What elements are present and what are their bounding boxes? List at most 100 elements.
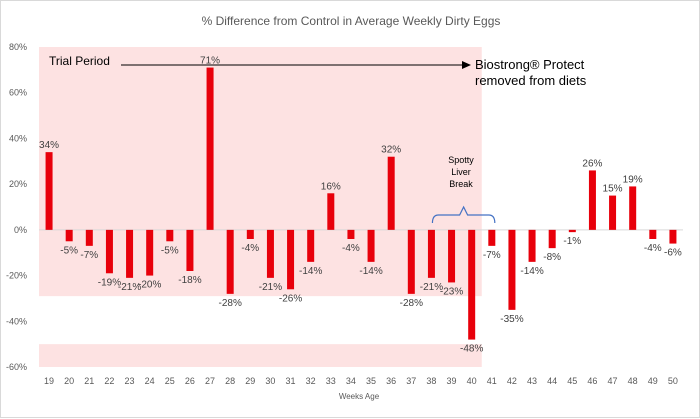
bar-week-50 bbox=[669, 229, 677, 244]
data-label-week-43: -14% bbox=[520, 266, 543, 277]
data-label-week-21: -7% bbox=[80, 250, 98, 261]
bar-week-19 bbox=[45, 152, 53, 230]
x-tick-label: 28 bbox=[225, 376, 235, 386]
bar-week-33 bbox=[327, 193, 335, 230]
y-tick-label: 60% bbox=[9, 88, 27, 98]
data-label-week-25: -5% bbox=[161, 245, 179, 256]
data-label-week-49: -4% bbox=[644, 243, 662, 254]
trial-period-shade-lower bbox=[39, 344, 482, 367]
x-tick-label: 38 bbox=[426, 376, 436, 386]
x-tick-label: 25 bbox=[165, 376, 175, 386]
removed-label-line2: removed from diets bbox=[475, 73, 587, 88]
x-tick-label: 48 bbox=[628, 376, 638, 386]
x-tick-label: 19 bbox=[44, 376, 54, 386]
x-tick-label: 34 bbox=[346, 376, 356, 386]
y-tick-label: 40% bbox=[9, 133, 27, 143]
x-tick-label: 33 bbox=[326, 376, 336, 386]
bar-week-22 bbox=[105, 229, 113, 274]
x-axis-title: Weeks Age bbox=[339, 392, 380, 401]
bar-week-25 bbox=[166, 229, 174, 242]
x-tick-label: 40 bbox=[467, 376, 477, 386]
bar-week-28 bbox=[226, 229, 234, 294]
data-labels: 34%-5% -7%-19%-21%-20%-5%-18%71%-28%-4%-2… bbox=[39, 56, 682, 355]
data-label-week-50: -6% bbox=[664, 248, 682, 259]
bar-week-26 bbox=[186, 229, 194, 271]
bar-week-24 bbox=[146, 229, 154, 276]
bar-week-23 bbox=[126, 229, 134, 278]
data-label-week-30: -21% bbox=[259, 282, 282, 293]
data-label-week-40: -48% bbox=[460, 344, 483, 355]
x-tick-label: 47 bbox=[608, 376, 618, 386]
trial-period-label: Trial Period bbox=[49, 54, 110, 68]
data-label-week-19: 34% bbox=[39, 140, 59, 151]
y-tick-label: 20% bbox=[9, 179, 27, 189]
bar-week-29 bbox=[246, 229, 254, 239]
x-axis-ticks: 19 20 21 22 23 24 25 26 27 28 29 30 31 32 33 34 35 36 37 38… bbox=[44, 376, 678, 386]
bar-week-31 bbox=[287, 229, 295, 290]
bar-week-49 bbox=[649, 229, 657, 239]
data-label-week-32: -14% bbox=[299, 266, 322, 277]
x-tick-label: 32 bbox=[306, 376, 316, 386]
data-label-week-41: -7% bbox=[483, 250, 501, 261]
bar-week-27 bbox=[206, 67, 214, 230]
x-tick-label: 45 bbox=[567, 376, 577, 386]
bar-week-47 bbox=[609, 195, 617, 230]
x-tick-label: 26 bbox=[185, 376, 195, 386]
break-label-line2: Liver bbox=[451, 167, 471, 177]
bar-week-20 bbox=[65, 229, 73, 242]
y-tick-label: -20% bbox=[6, 271, 27, 281]
trial-period-shade-upper bbox=[39, 47, 482, 297]
y-tick-label: -60% bbox=[6, 362, 27, 372]
break-label-line1: Spotty bbox=[448, 155, 474, 165]
x-tick-label: 49 bbox=[648, 376, 658, 386]
data-label-week-20: -5% bbox=[60, 245, 78, 256]
data-label-week-24: -20% bbox=[138, 280, 161, 291]
x-tick-label: 39 bbox=[447, 376, 457, 386]
data-label-week-34: -4% bbox=[342, 243, 360, 254]
data-label-week-29: -4% bbox=[241, 243, 259, 254]
bar-week-40 bbox=[468, 229, 476, 340]
bar-week-21 bbox=[85, 229, 93, 246]
data-label-week-22: -19% bbox=[98, 277, 121, 288]
bar-week-34 bbox=[347, 229, 355, 239]
bar-week-44 bbox=[548, 229, 556, 249]
bar-week-46 bbox=[588, 170, 596, 230]
data-label-week-48: 19% bbox=[623, 174, 643, 185]
x-tick-label: 31 bbox=[286, 376, 296, 386]
removed-label-line1: Biostrong® Protect bbox=[475, 57, 585, 72]
data-label-week-42: -35% bbox=[500, 314, 523, 325]
x-tick-label: 35 bbox=[366, 376, 376, 386]
bar-week-30 bbox=[266, 229, 274, 278]
x-tick-label: 41 bbox=[487, 376, 497, 386]
data-label-week-23: -21% bbox=[118, 282, 141, 293]
data-label-week-46: 26% bbox=[582, 158, 602, 169]
data-label-week-33: 16% bbox=[321, 181, 341, 192]
data-label-week-39: -23% bbox=[440, 286, 463, 297]
x-tick-label: 29 bbox=[245, 376, 255, 386]
x-tick-label: 50 bbox=[668, 376, 678, 386]
bar-week-38 bbox=[427, 229, 435, 278]
x-tick-label: 23 bbox=[125, 376, 135, 386]
bar-week-45 bbox=[568, 229, 576, 233]
data-label-week-37: -28% bbox=[400, 298, 423, 309]
bar-week-32 bbox=[307, 229, 315, 262]
x-tick-label: 44 bbox=[547, 376, 557, 386]
data-label-week-27: 71% bbox=[200, 56, 220, 67]
x-tick-label: 27 bbox=[205, 376, 215, 386]
data-label-week-28: -28% bbox=[219, 298, 242, 309]
y-tick-label: 0% bbox=[14, 225, 27, 235]
x-tick-label: 30 bbox=[265, 376, 275, 386]
bar-series bbox=[45, 67, 677, 340]
y-axis-ticks: -60% -40% -20% 0% 20% 40% 60% 80% bbox=[6, 42, 27, 372]
data-label-week-35: -14% bbox=[359, 266, 382, 277]
data-label-week-26: -18% bbox=[178, 275, 201, 286]
x-tick-label: 42 bbox=[507, 376, 517, 386]
x-tick-label: 43 bbox=[527, 376, 537, 386]
x-tick-label: 21 bbox=[84, 376, 94, 386]
break-label-line3: Break bbox=[449, 179, 473, 189]
y-tick-label: -40% bbox=[6, 316, 27, 326]
x-tick-label: 22 bbox=[104, 376, 114, 386]
data-label-week-44: -8% bbox=[543, 252, 561, 263]
bar-week-42 bbox=[508, 229, 516, 310]
